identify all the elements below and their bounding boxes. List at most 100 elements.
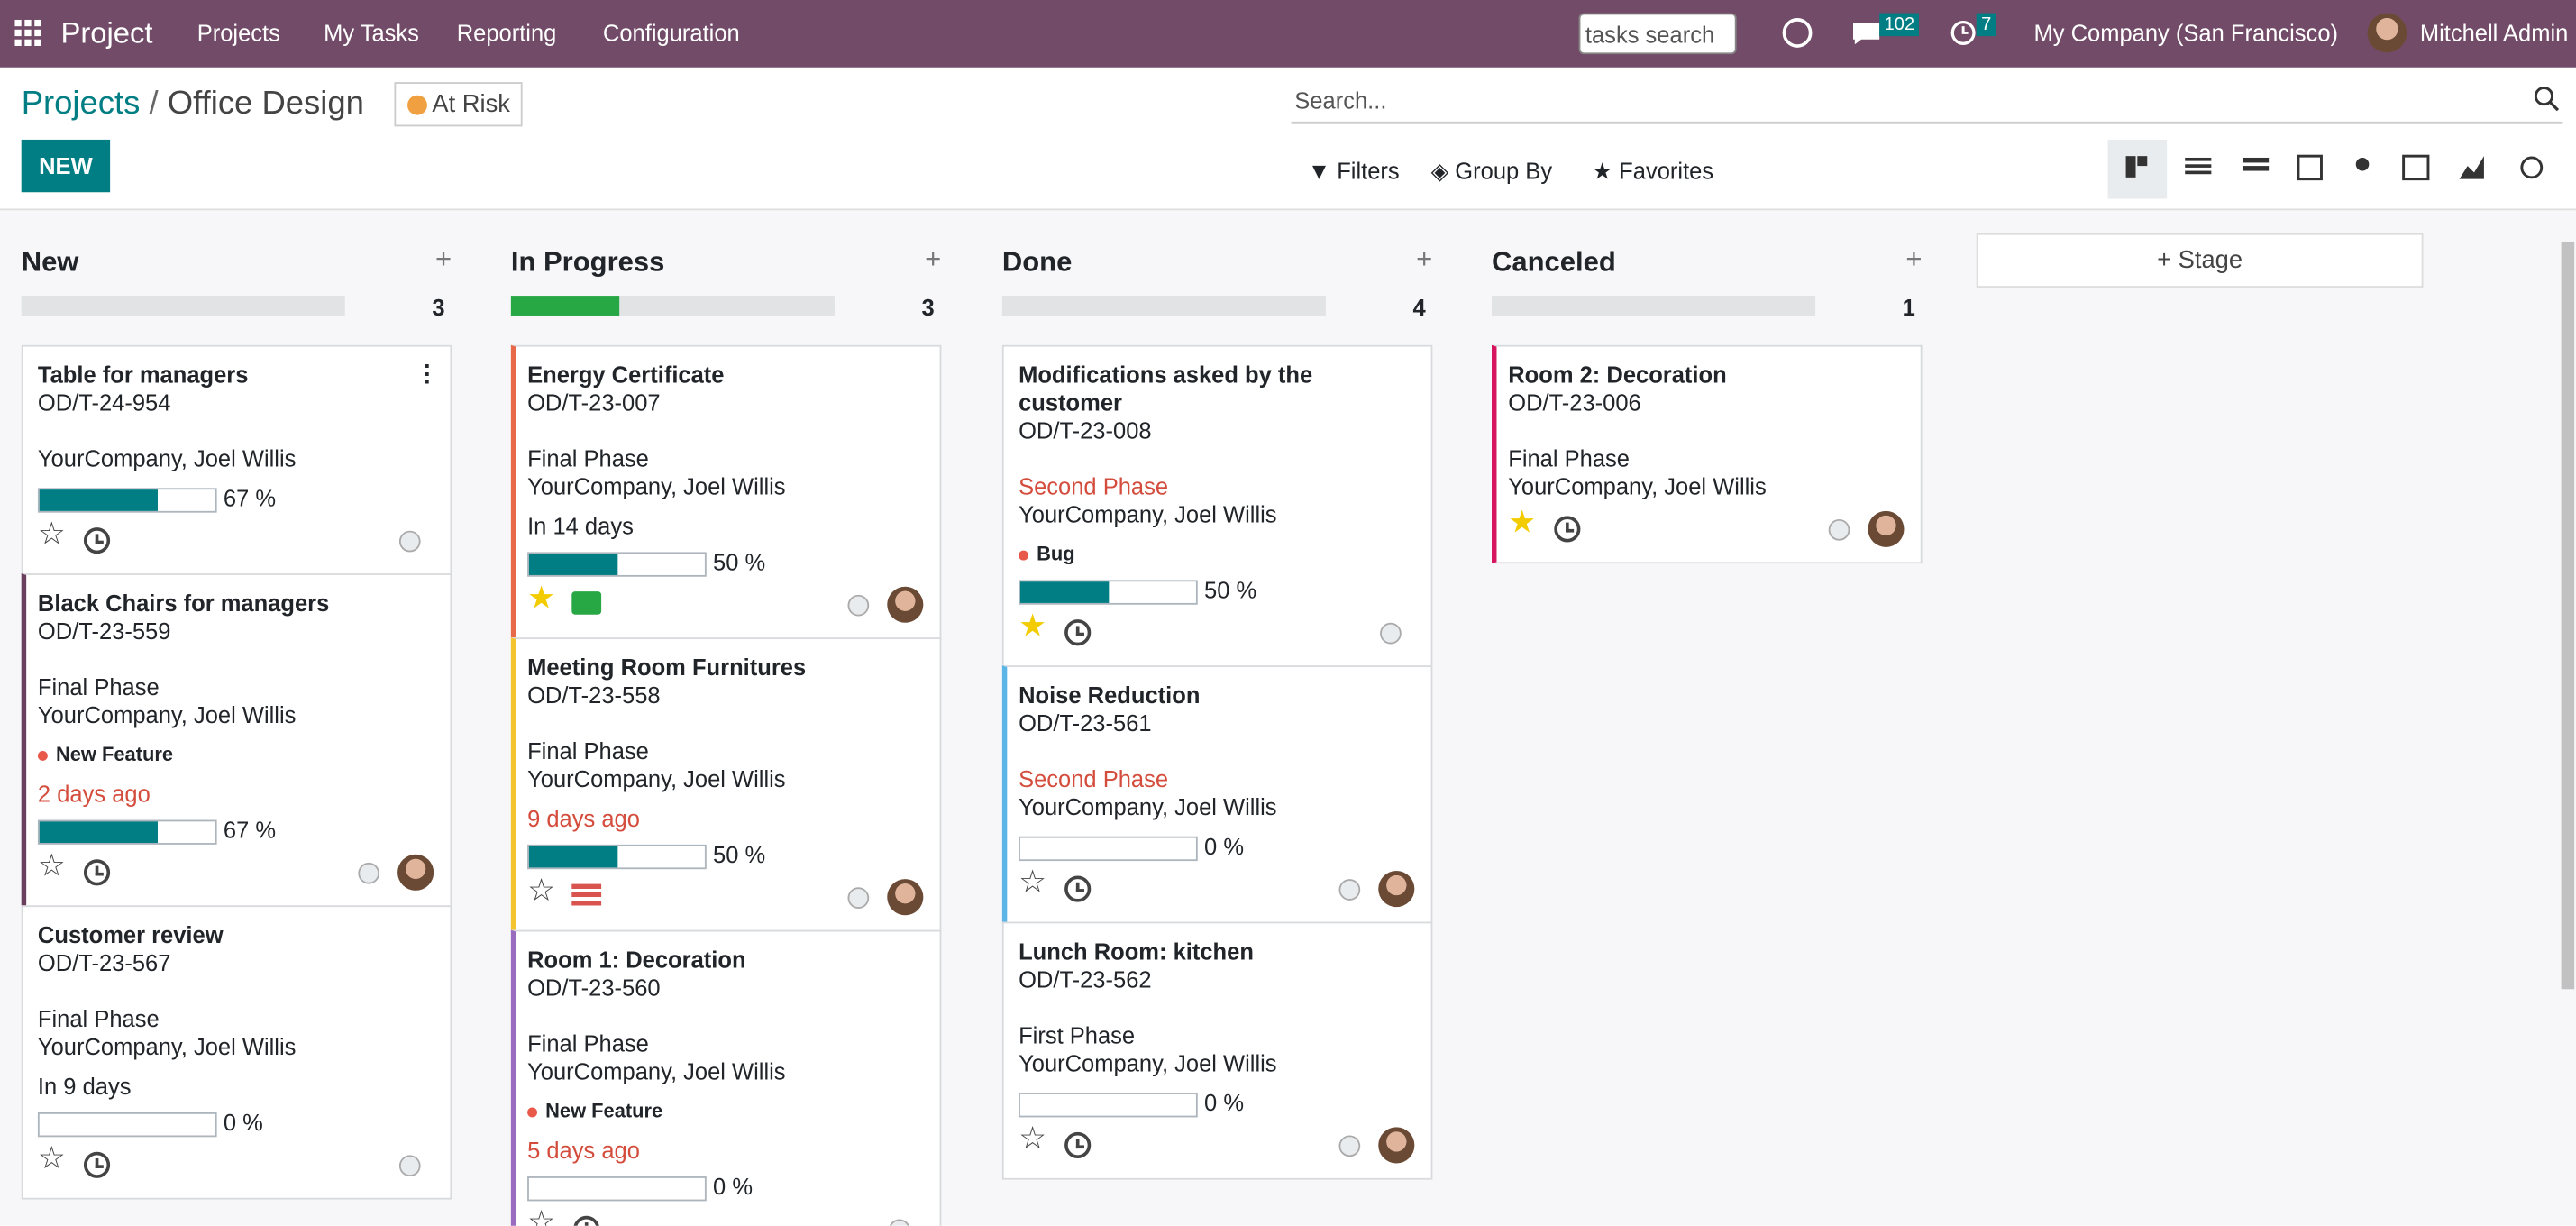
kanban-board: New +3 Table for managers OD/T-24-954 YourCo… — [0, 210, 2576, 1226]
task-customer: YourCompany, Joel Willis — [1019, 793, 1277, 820]
tag-dot — [527, 1107, 538, 1118]
progress-row: 67 % — [37, 485, 435, 513]
activity-clock[interactable] — [1064, 875, 1092, 902]
list-icon[interactable] — [571, 883, 602, 909]
menu-item[interactable]: My Tasks — [324, 19, 419, 47]
task-title: Customer review — [37, 921, 224, 948]
progress-row: 0 % — [1019, 833, 1416, 861]
kanban-view-active[interactable] — [2107, 139, 2168, 199]
progress-row: 0 % — [1019, 1089, 1416, 1118]
status-dot[interactable] — [398, 530, 421, 553]
task-card[interactable]: Room 1: Decoration OD/T-23-560 Final Phase… — [510, 929, 942, 1226]
company[interactable]: My Company (San Francisco) — [2033, 19, 2339, 47]
activity-clock[interactable] — [83, 527, 111, 554]
star[interactable]: ★ — [527, 581, 556, 617]
label: Stage — [2178, 246, 2243, 275]
status-dot[interactable] — [847, 887, 870, 909]
task-title: Black Chairs for managers — [37, 590, 330, 617]
status-dot[interactable] — [847, 594, 870, 617]
add-card[interactable]: + — [925, 242, 942, 275]
menu-item[interactable]: Reporting — [456, 19, 557, 47]
status-dot[interactable] — [1380, 622, 1402, 645]
deadline: 2 days ago — [37, 780, 151, 807]
status-dot[interactable] — [1338, 879, 1361, 901]
task-stage: Final Phase — [1508, 444, 1631, 472]
assignee-avatar — [1378, 871, 1415, 908]
task-card[interactable]: Room 2: Decoration OD/T-23-006 Final Phase… — [1492, 344, 1923, 564]
status-dot[interactable] — [1338, 1135, 1361, 1157]
activity-clock[interactable] — [83, 859, 111, 886]
task-stage: Final Phase — [527, 737, 649, 764]
tasks-search[interactable]: tasks search — [1578, 13, 1737, 55]
progress-fill — [1019, 581, 1109, 603]
favorites[interactable]: ★ Favorites — [1592, 157, 1714, 185]
user-avatar[interactable] — [2367, 13, 2407, 53]
column-count: 4 — [1412, 294, 1426, 321]
task-card[interactable]: Modifications asked by the customer OD/T-… — [1001, 344, 1433, 668]
task-card[interactable]: Black Chairs for managers OD/T-23-559 Fina… — [21, 573, 452, 908]
star[interactable]: ☆ — [37, 1141, 66, 1177]
star[interactable]: ☆ — [37, 849, 66, 884]
search-bar[interactable]: Search... — [1291, 82, 2563, 124]
task-card[interactable]: Energy Certificate OD/T-23-007 Final Phase… — [510, 344, 942, 640]
task-card[interactable]: Meeting Room Furnitures OD/T-23-558 Final … — [510, 637, 942, 932]
task-card[interactable]: Noise Reduction OD/T-23-561 Second Phase Yo… — [1001, 665, 1433, 924]
user[interactable]: Mitchell Admin — [2419, 19, 2569, 47]
chat-icon[interactable] — [1851, 22, 1881, 46]
spacer — [1508, 417, 1905, 445]
task-card[interactable]: Customer review OD/T-23-567 Final Phase You… — [21, 905, 452, 1200]
menu-item[interactable]: Projects — [196, 19, 280, 47]
progress-bar — [37, 487, 217, 513]
search-icon[interactable] — [2534, 86, 2560, 112]
card-footer: ☆ — [37, 849, 435, 891]
spacer — [38, 978, 435, 1006]
status-button[interactable]: At Risk — [394, 82, 522, 127]
star[interactable]: ★ — [1019, 609, 1047, 645]
mail-icon[interactable] — [571, 591, 602, 615]
assignee-avatar — [887, 586, 924, 623]
activity-clock[interactable] — [83, 1151, 111, 1178]
status-dot[interactable] — [398, 1155, 421, 1177]
task-title: Energy Certificate — [527, 361, 725, 389]
activity-clock[interactable] — [1554, 516, 1581, 543]
activity-icon[interactable] — [1950, 20, 1977, 46]
add-card[interactable]: + — [1905, 242, 1923, 275]
activity-clock[interactable] — [1064, 1131, 1092, 1159]
menu-item[interactable]: Configuration — [602, 19, 740, 47]
star[interactable]: ★ — [1508, 506, 1537, 541]
spacer — [1019, 445, 1416, 473]
activity-clock[interactable] — [1064, 619, 1092, 646]
tag: New Feature — [37, 741, 435, 769]
status-dot[interactable] — [358, 862, 380, 884]
breadcrumb-parent[interactable]: Projects — [21, 85, 141, 122]
task-card[interactable]: Lunch Room: kitchen OD/T-23-562 First Phas… — [1001, 921, 1433, 1180]
spacer — [1019, 737, 1416, 765]
add-card[interactable]: + — [435, 242, 452, 275]
activity-clock[interactable] — [573, 1215, 600, 1226]
app-name[interactable]: Project — [60, 16, 153, 50]
star[interactable]: ☆ — [527, 1205, 556, 1226]
status-dot[interactable] — [889, 1219, 910, 1226]
add-stage[interactable]: + Stage — [1976, 233, 2424, 288]
task-customer: YourCompany, Joel Willis — [37, 701, 297, 728]
task-card[interactable]: Table for managers OD/T-24-954 YourCompany… — [21, 344, 452, 575]
star[interactable]: ☆ — [1019, 1121, 1047, 1157]
new-button[interactable]: NEW — [21, 139, 111, 193]
card-menu[interactable]: ⋮ — [416, 360, 439, 387]
group-by[interactable]: ◈ Group By — [1430, 157, 1553, 185]
add-card[interactable]: + — [1416, 242, 1433, 275]
status-dot[interactable] — [1828, 518, 1850, 541]
tag-label: Bug — [1037, 542, 1075, 566]
progress-label: 0 % — [713, 1173, 754, 1200]
discuss-icon[interactable] — [1781, 16, 1813, 49]
column-count: 1 — [1902, 294, 1915, 321]
task-title: Noise Reduction — [1019, 682, 1201, 709]
view-switcher[interactable] — [2119, 153, 2562, 183]
progress-bar — [527, 844, 707, 869]
star[interactable]: ☆ — [1019, 865, 1047, 901]
star[interactable]: ☆ — [527, 874, 556, 909]
star[interactable]: ☆ — [37, 517, 66, 553]
filters[interactable]: ▼ Filters — [1307, 157, 1400, 185]
progress-bar — [1019, 580, 1198, 605]
apps-icon[interactable] — [14, 19, 41, 47]
